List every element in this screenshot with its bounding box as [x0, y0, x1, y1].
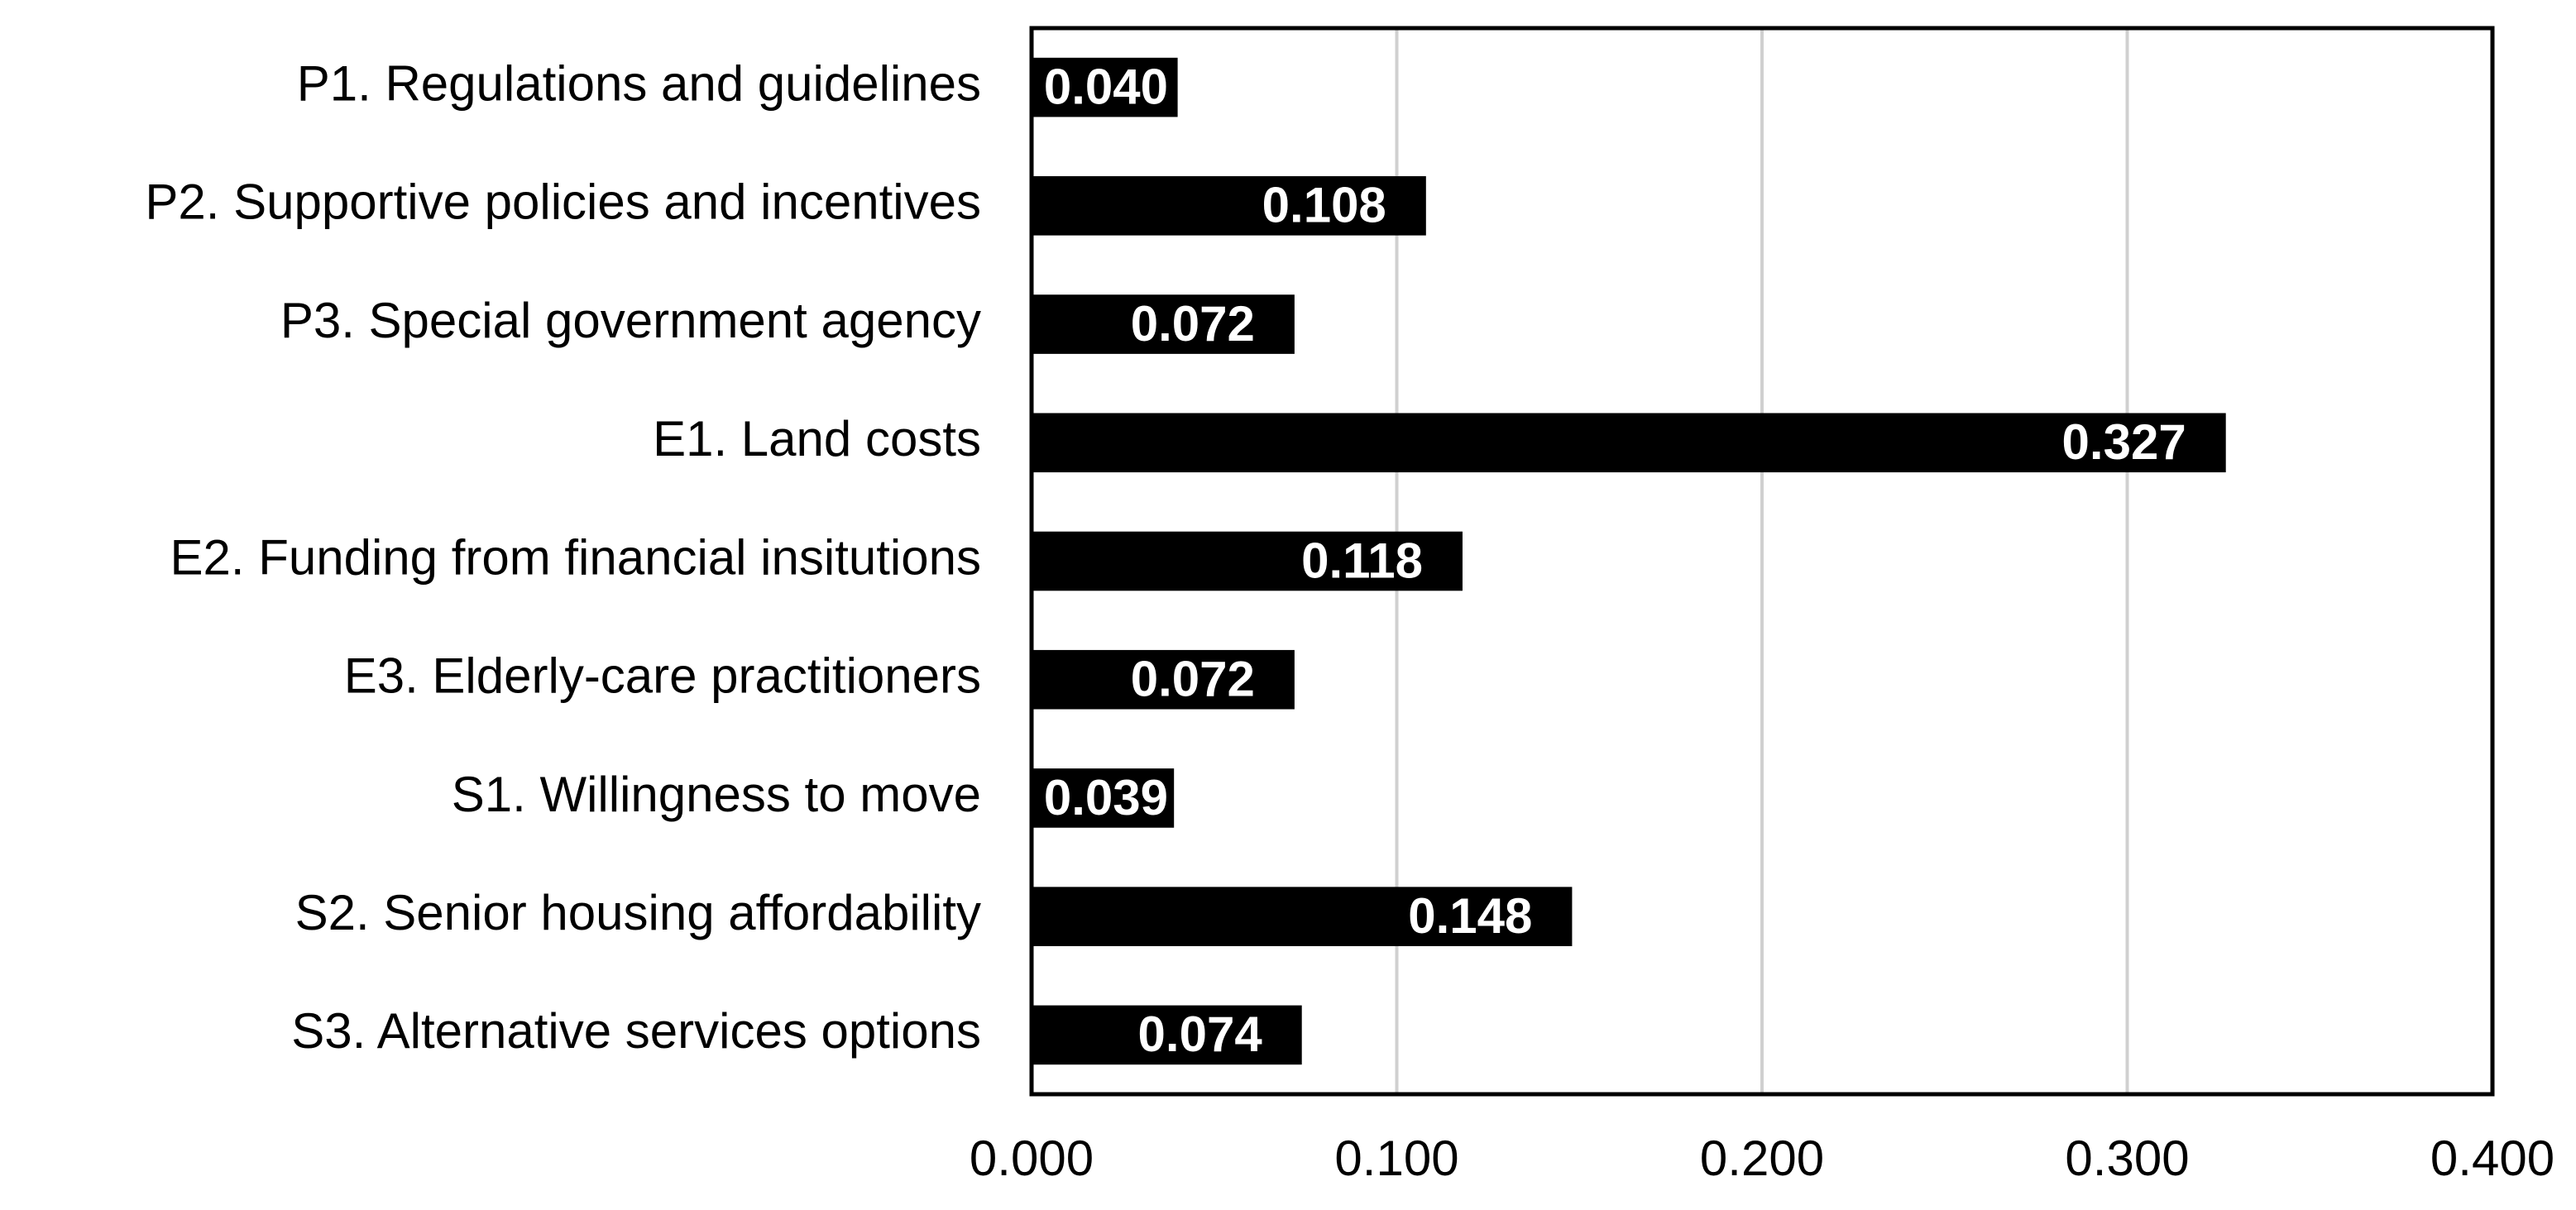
y-tick-label: P1. Regulations and guidelines: [297, 55, 981, 111]
plot-frame: [1029, 26, 2495, 1097]
bar: [1032, 887, 1573, 946]
bar: [1032, 768, 1175, 828]
y-tick-label: P3. Special government agency: [280, 293, 981, 348]
y-tick-label: E2. Funding from financial insitutions: [170, 529, 981, 585]
data-label: 0.039: [1044, 770, 1168, 825]
y-tick-label: E3. Elderly-care practitioners: [344, 648, 981, 704]
y-tick-label: S3. Alternative services options: [291, 1003, 981, 1059]
data-label: 0.074: [1138, 1007, 1263, 1062]
y-tick-label: E1. Land costs: [653, 411, 981, 466]
bar: [1032, 649, 1295, 710]
x-tick-label: 0.400: [2430, 1131, 2554, 1186]
bar: [1032, 1005, 1302, 1065]
y-tick-label: S1. Willingness to move: [452, 767, 981, 822]
y-tick-label: S2. Senior housing affordability: [295, 885, 981, 940]
x-tick-label: 0.300: [2065, 1131, 2189, 1186]
bar: [1032, 531, 1463, 591]
bar: [1032, 57, 1178, 117]
data-label: 0.072: [1131, 296, 1255, 352]
y-tick-label: P2. Supportive policies and incentives: [145, 175, 981, 230]
data-label: 0.072: [1131, 652, 1255, 707]
data-label: 0.148: [1408, 888, 1532, 944]
x-tick-label: 0.000: [970, 1131, 1094, 1186]
data-label: 0.040: [1044, 59, 1168, 114]
bar: [1032, 413, 2226, 473]
data-label: 0.327: [2062, 414, 2186, 470]
x-tick-label: 0.100: [1334, 1131, 1458, 1186]
x-tick-label: 0.200: [1700, 1131, 1824, 1186]
data-label: 0.108: [1262, 178, 1386, 233]
bar: [1032, 294, 1295, 354]
bar: [1032, 176, 1426, 236]
data-label: 0.118: [1301, 533, 1423, 588]
